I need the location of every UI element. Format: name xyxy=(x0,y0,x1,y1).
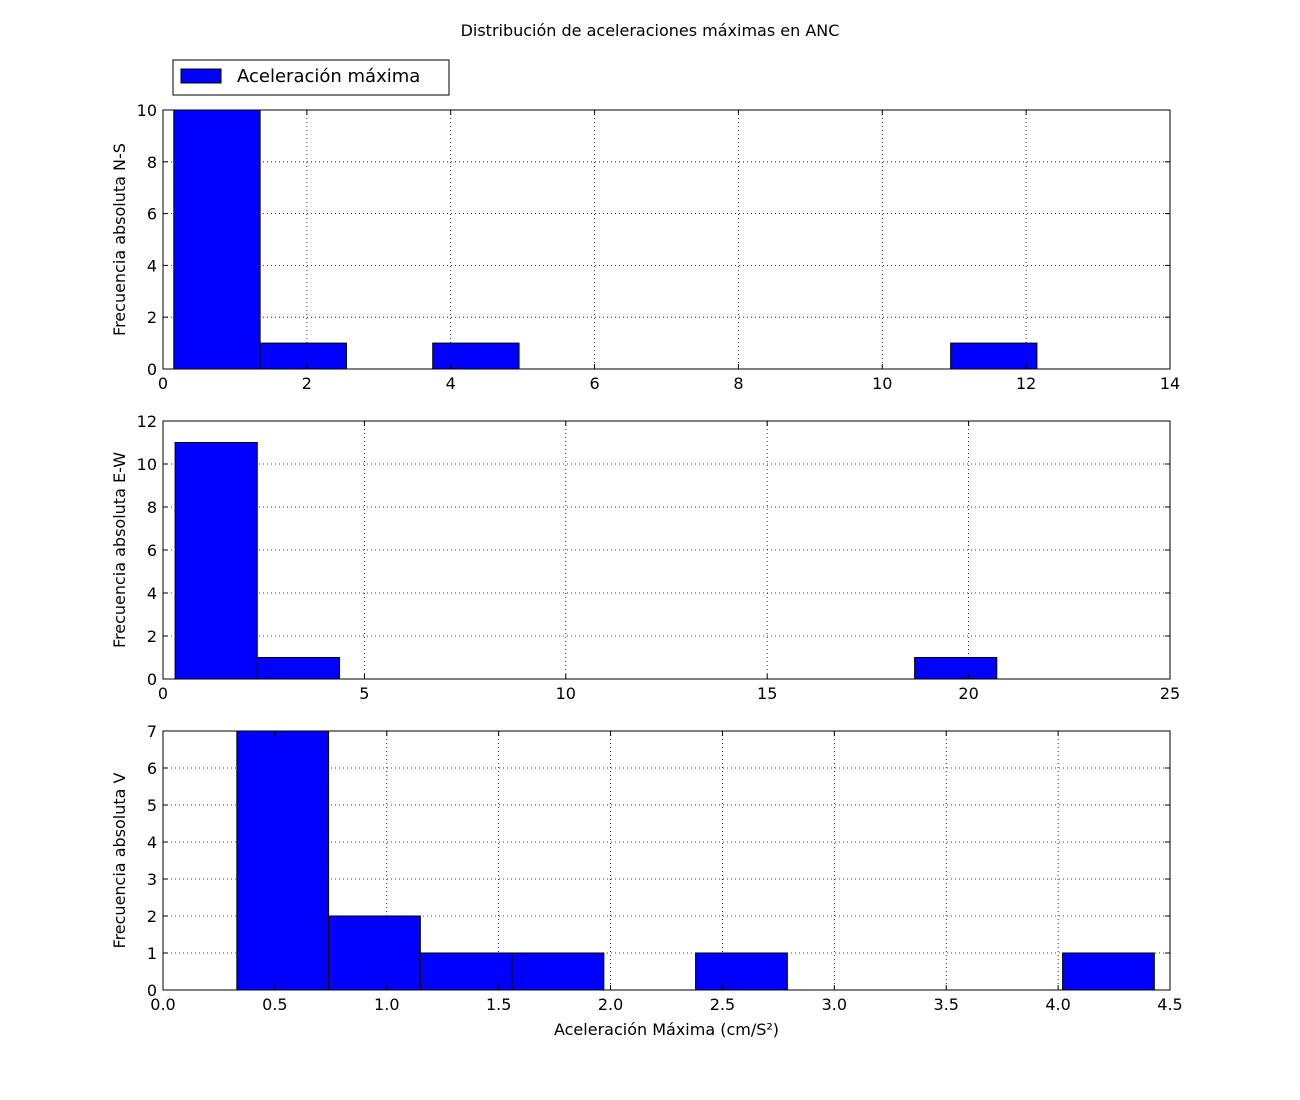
histogram-bar xyxy=(914,657,998,680)
x-tick-label: 0 xyxy=(158,374,168,393)
histogram-bar xyxy=(419,952,513,991)
x-tick-label: 2 xyxy=(302,374,312,393)
legend: Aceleración máxima xyxy=(172,59,450,96)
x-tick-label: 25 xyxy=(1160,684,1180,703)
x-tick-label: 0.5 xyxy=(262,995,287,1014)
histogram-bar xyxy=(174,442,258,680)
y-tick-label: 6 xyxy=(147,541,157,560)
legend-swatch xyxy=(180,68,222,84)
x-axis-label: Aceleración Máxima (cm/S²) xyxy=(554,1020,779,1039)
y-tick-label: 10 xyxy=(137,101,157,120)
x-tick-label: 4.0 xyxy=(1045,995,1070,1014)
x-tick-label: 12 xyxy=(1016,374,1036,393)
x-tick-label: 15 xyxy=(757,684,777,703)
y-tick-label: 7 xyxy=(147,722,157,741)
histogram-bar xyxy=(173,109,261,370)
histogram-bar xyxy=(432,342,520,370)
y-tick-label: 3 xyxy=(147,870,157,889)
y-tick-label: 0 xyxy=(147,981,157,1000)
y-tick-label: 0 xyxy=(147,360,157,379)
subplot-ew: 0 5 10 15 20 25 0 2 4 6 8 10 12 Frecuencia absoluta E… xyxy=(110,412,1180,703)
histogram-bar xyxy=(511,952,605,991)
axes-frame xyxy=(162,420,1171,680)
histogram-bar xyxy=(695,952,788,991)
y-tick-label: 4 xyxy=(147,256,157,275)
figure-title: Distribución de aceleraciones máximas en… xyxy=(461,21,840,40)
y-tick-label: 10 xyxy=(137,455,157,474)
histogram-bar xyxy=(256,657,340,680)
x-tick-label: 0 xyxy=(158,684,168,703)
y-tick-label: 6 xyxy=(147,759,157,778)
histogram-bar xyxy=(259,342,347,370)
x-tick-label: 3.0 xyxy=(822,995,847,1014)
axes-frame xyxy=(162,730,1171,991)
y-tick-label: 4 xyxy=(147,584,157,603)
x-tick-label: 6 xyxy=(589,374,599,393)
y-tick-label: 2 xyxy=(147,907,157,926)
y-tick-label: 2 xyxy=(147,308,157,327)
y-tick-label: 8 xyxy=(147,498,157,517)
axes-frame xyxy=(162,109,1171,370)
y-axis-label: Frecuencia absoluta N-S xyxy=(110,143,129,336)
x-tick-label: 10 xyxy=(872,374,892,393)
x-tick-label: 10 xyxy=(556,684,576,703)
histogram-bar xyxy=(328,915,421,991)
legend-label: Aceleración máxima xyxy=(237,66,420,87)
histogram-bar xyxy=(1062,952,1155,991)
y-axis-label: Frecuencia absoluta E-W xyxy=(110,452,129,648)
x-tick-label: 20 xyxy=(958,684,978,703)
x-tick-label: 1.5 xyxy=(486,995,511,1014)
subplot-ns: 0 2 4 6 8 10 12 14 0 2 4 6 8 10 Frecuencia absoluta N-… xyxy=(110,101,1180,393)
y-axis-label: Frecuencia absoluta V xyxy=(110,772,129,948)
x-tick-label: 8 xyxy=(733,374,743,393)
subplot-v: 0.0 0.5 1.0 1.5 2.0 2.5 3.0 3.5 4.0 4.5 0 1 2 3 4 5 6 7 Fr… xyxy=(110,722,1183,1039)
y-tick-label: 5 xyxy=(147,796,157,815)
y-tick-label: 2 xyxy=(147,627,157,646)
y-tick-label: 8 xyxy=(147,153,157,172)
x-tick-label: 0.0 xyxy=(150,995,175,1014)
y-tick-label: 4 xyxy=(147,833,157,852)
histogram-bar xyxy=(236,730,330,991)
x-tick-label: 3.5 xyxy=(933,995,958,1014)
histogram-bar xyxy=(950,342,1038,370)
x-tick-label: 2.5 xyxy=(710,995,735,1014)
y-tick-label: 12 xyxy=(137,412,157,431)
y-tick-label: 6 xyxy=(147,205,157,224)
x-tick-label: 1.0 xyxy=(374,995,399,1014)
x-tick-label: 5 xyxy=(359,684,369,703)
x-tick-label: 4 xyxy=(446,374,456,393)
y-tick-label: 0 xyxy=(147,670,157,689)
x-tick-label: 14 xyxy=(1160,374,1180,393)
x-tick-label: 2.0 xyxy=(598,995,623,1014)
y-tick-label: 1 xyxy=(147,944,157,963)
x-tick-label: 4.5 xyxy=(1157,995,1182,1014)
